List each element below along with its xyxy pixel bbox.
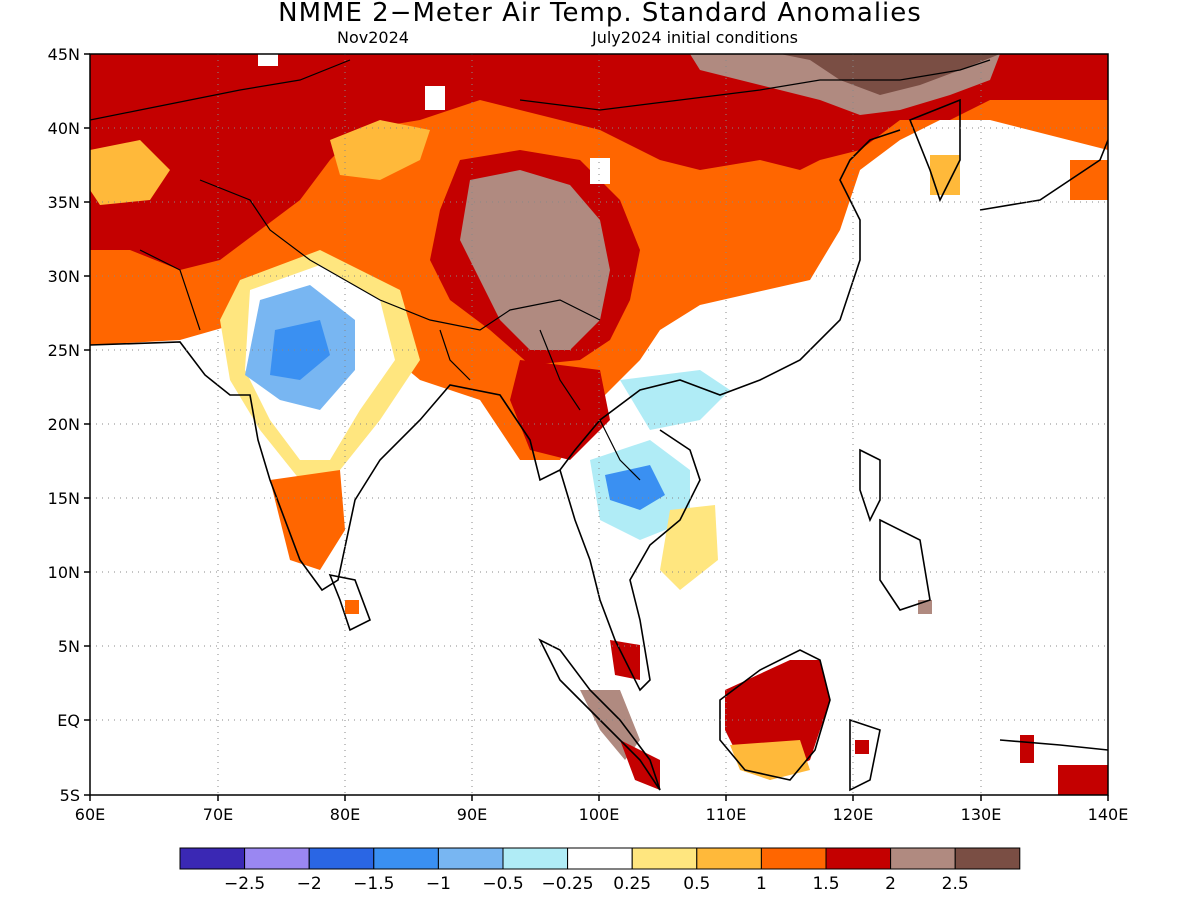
colorbar-swatch <box>631 847 698 870</box>
lat-label: 20N <box>48 415 80 434</box>
colorbar-label: 1 <box>756 874 767 894</box>
lat-label: EQ <box>57 711 80 730</box>
lat-label: 35N <box>48 193 80 212</box>
colorbar-swatch <box>502 847 569 870</box>
lat-label: 40N <box>48 119 80 138</box>
forecast-month: Nov2024 <box>337 28 409 47</box>
colorbar-label: −1 <box>426 874 451 894</box>
lon-label: 70E <box>203 805 233 824</box>
colorbar-label: 0.25 <box>613 874 651 894</box>
colorbar-swatch <box>760 847 827 870</box>
colorbar: −2.5 −2 −1.5 −1 −0.5 −0.25 0.25 0.5 1 1.5 2 2.5 <box>179 847 1021 894</box>
anomaly-field <box>90 54 1108 795</box>
colorbar-label: −0.25 <box>542 874 594 894</box>
lon-label: 60E <box>75 805 105 824</box>
colorbar-label: 0.5 <box>683 874 710 894</box>
colorbar-label: −2 <box>297 874 322 894</box>
lat-label: 10N <box>48 563 80 582</box>
colorbar-swatch <box>244 847 310 870</box>
colorbar-label: −0.5 <box>482 874 523 894</box>
lat-label: 30N <box>48 267 80 286</box>
lat-label: 5N <box>58 637 80 656</box>
lat-label: 45N <box>48 45 80 64</box>
colorbar-swatch <box>890 847 956 870</box>
colorbar-swatch <box>308 847 375 870</box>
tick-marks <box>84 53 1109 801</box>
colorbar-swatch <box>696 847 762 870</box>
lon-label: 110E <box>706 805 747 824</box>
country-borders <box>90 59 991 481</box>
lat-label: 25N <box>48 341 80 360</box>
lat-label: 5S <box>60 786 80 805</box>
colorbar-label: 1.5 <box>812 874 839 894</box>
colorbar-label: −1.5 <box>353 874 394 894</box>
colorbar-swatch <box>437 847 504 870</box>
longitude-labels: 60E 70E 80E 90E 100E 110E 120E 130E 140E <box>75 805 1129 824</box>
lon-label: 100E <box>579 805 620 824</box>
lon-label: 130E <box>961 805 1002 824</box>
colorbar-swatch <box>825 847 892 870</box>
colorbar-label: 2.5 <box>942 874 969 894</box>
lon-label: 140E <box>1088 805 1129 824</box>
lon-label: 80E <box>330 805 360 824</box>
colorbar-label: −2.5 <box>224 874 265 894</box>
colorbar-label: 2 <box>885 874 896 894</box>
colorbar-swatch <box>954 847 1021 870</box>
map-title: NMME 2−Meter Air Temp. Standard Anomalie… <box>278 0 922 28</box>
lon-label: 90E <box>457 805 487 824</box>
colorbar-swatch <box>373 847 439 870</box>
lat-label: 15N <box>48 489 80 508</box>
colorbar-swatch <box>179 847 246 870</box>
coastlines <box>90 98 1108 792</box>
initial-conditions: July2024 initial conditions <box>592 28 798 47</box>
colorbar-swatch <box>567 847 633 870</box>
latitude-labels: 45N 40N 35N 30N 25N 20N 15N 10N 5N EQ 5S <box>48 45 80 805</box>
lon-label: 120E <box>833 805 874 824</box>
